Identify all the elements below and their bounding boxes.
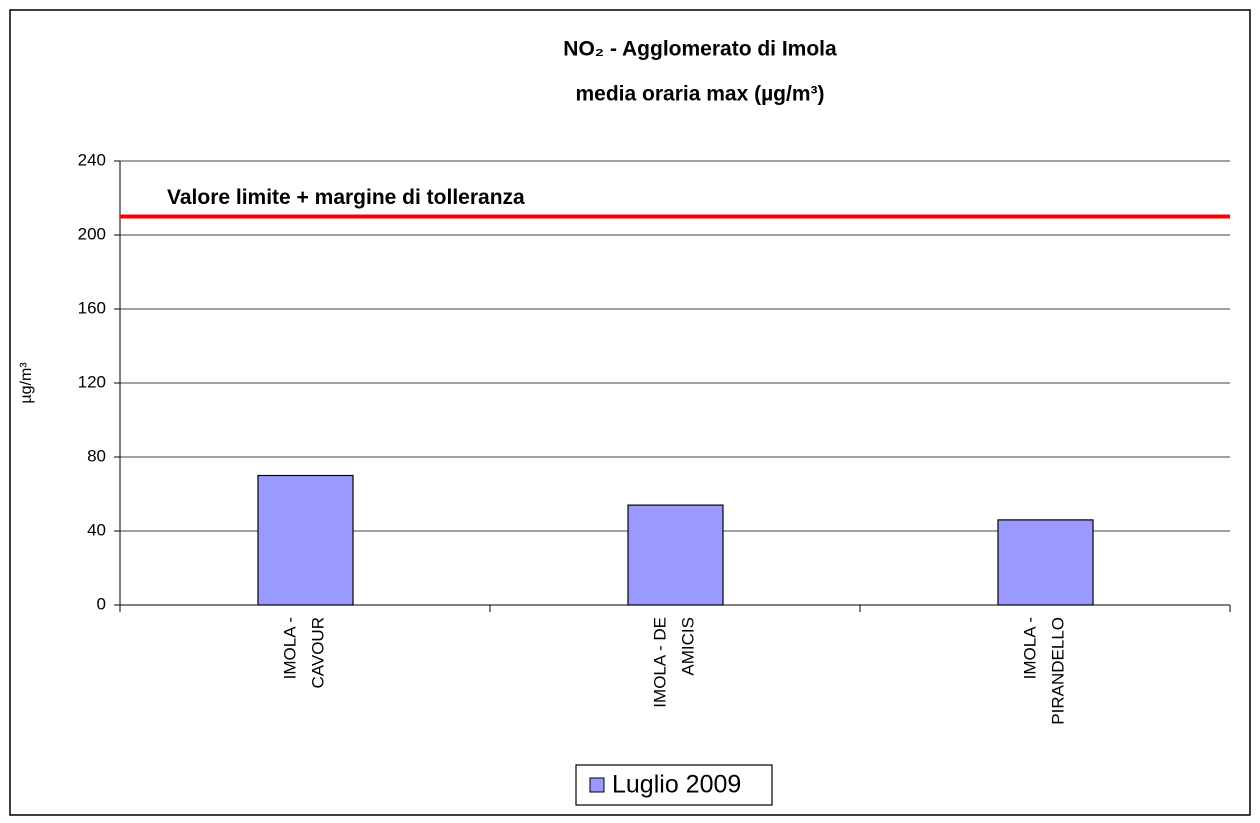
x-tick-label: CAVOUR	[308, 617, 327, 688]
chart-title: media oraria max (µg/m³)	[575, 83, 824, 106]
legend-swatch	[589, 777, 605, 793]
x-tick-label: IMOLA -	[280, 617, 299, 679]
y-tick-label: 120	[78, 372, 106, 391]
y-tick-label: 80	[87, 446, 106, 465]
x-tick-label: PIRANDELLO	[1048, 617, 1067, 725]
y-axis-label: µg/m³	[18, 362, 35, 404]
legend-label: Luglio 2009	[612, 771, 741, 799]
chart-title: NO₂ - Agglomerato di Imola	[563, 38, 837, 61]
y-tick-label: 0	[97, 594, 106, 613]
y-tick-label: 40	[87, 520, 106, 539]
y-tick-label: 200	[78, 224, 106, 243]
x-tick-label: IMOLA -	[1020, 617, 1039, 679]
x-tick-label: AMICIS	[678, 617, 697, 676]
y-tick-label: 160	[78, 298, 106, 317]
bar	[627, 504, 724, 606]
x-tick-label: IMOLA - DE	[650, 617, 669, 708]
chart-border	[9, 9, 1251, 816]
bar	[997, 519, 1094, 606]
reference-label: Valore limite + margine di tolleranza	[167, 186, 525, 209]
legend-box	[575, 764, 773, 806]
bar	[257, 474, 354, 606]
y-tick-label: 240	[78, 150, 106, 169]
